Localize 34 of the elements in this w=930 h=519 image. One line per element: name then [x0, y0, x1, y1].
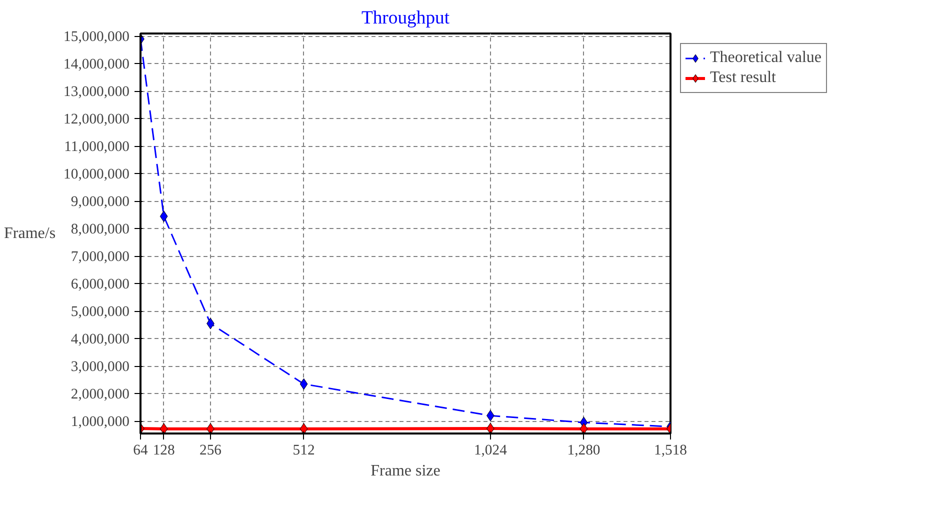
x-tick-label: 64: [133, 442, 148, 458]
x-axis-title: Frame size: [370, 462, 440, 480]
y-tick-label: 11,000,000: [64, 139, 130, 156]
point: [300, 378, 308, 390]
point: [206, 423, 214, 434]
y-tick-label: 15,000,000: [64, 29, 130, 46]
y-tick-label: 14,000,000: [64, 56, 130, 73]
legend-label: Theoretical value: [710, 49, 822, 67]
y-tick-label: 1,000,000: [70, 414, 130, 430]
y-tick-label: 6,000,000: [70, 276, 130, 293]
x-tick-label: 128: [152, 442, 175, 458]
y-axis-title: Frame/s: [4, 225, 56, 242]
point: [160, 423, 168, 434]
y-tick-label: 5,000,000: [70, 304, 130, 320]
y-tick-label: 7,000,000: [70, 249, 130, 266]
y-tick-label: 8,000,000: [70, 222, 130, 238]
x-tick-label: 1,024: [474, 442, 508, 458]
y-tick-label: 4,000,000: [70, 332, 130, 348]
x-tick-label: 512: [292, 442, 315, 458]
y-tick-label: 13,000,000: [64, 84, 130, 100]
y-tick-label: 10,000,000: [64, 166, 130, 183]
chart-title: Throughput: [361, 8, 450, 28]
point: [580, 423, 588, 434]
x-tick-label: 1,518: [654, 442, 687, 458]
point: [486, 422, 494, 434]
y-tick-label: 9,000,000: [70, 194, 130, 210]
y-tick-label: 2,000,000: [70, 386, 130, 403]
legend-label: Test result: [710, 69, 776, 87]
x-tick-label: 256: [199, 442, 222, 458]
point: [300, 423, 308, 434]
y-tick-label: 3,000,000: [70, 359, 130, 376]
point: [160, 210, 168, 222]
x-tick-label: 1,280: [567, 442, 600, 458]
y-tick-label: 12,000,000: [64, 112, 130, 128]
